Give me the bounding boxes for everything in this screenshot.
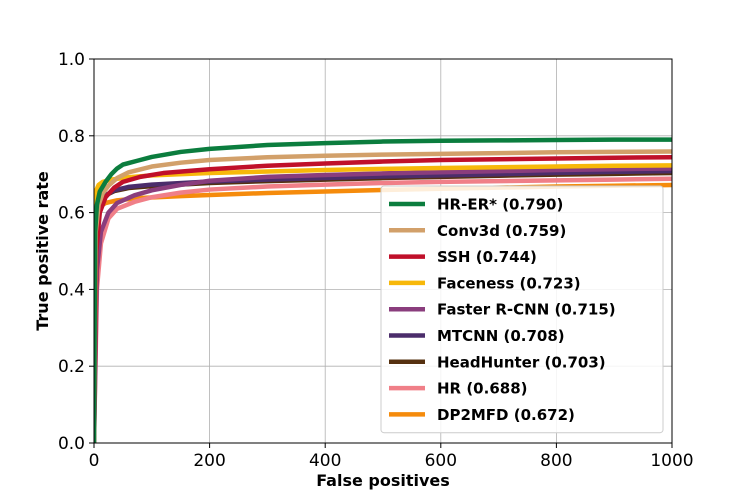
series-line-conv3d bbox=[94, 149, 672, 443]
legend-box bbox=[380, 185, 664, 434]
y-tick-label: 0.2 bbox=[58, 357, 85, 377]
y-tick-label: 0.6 bbox=[58, 204, 85, 224]
y-tick-label: 0.4 bbox=[58, 280, 85, 300]
legend-label: MTCNN (0.708) bbox=[437, 327, 565, 345]
y-tick-label: 0.8 bbox=[58, 127, 85, 147]
series-line-faceness bbox=[94, 163, 672, 443]
y-tick-label: 1.0 bbox=[58, 50, 85, 70]
series-line-ssh bbox=[94, 155, 672, 443]
legend: HR-ER* (0.790) Conv3d (0.759) SSH (0.744) F… bbox=[380, 185, 664, 434]
legend-label: Faster R-CNN (0.715) bbox=[437, 301, 616, 319]
legend-label: HeadHunter (0.703) bbox=[437, 353, 606, 371]
legend-label: HR (0.688) bbox=[437, 380, 527, 398]
legend-label: DP2MFD (0.672) bbox=[437, 406, 575, 424]
x-tick-label: 200 bbox=[193, 451, 225, 471]
axis-ticks: 0 200 400 600 800 1000 0.0 0.2 0.4 0.6 0.8 1.0 bbox=[58, 50, 694, 471]
y-tick-label: 0.0 bbox=[58, 434, 85, 454]
legend-label: HR-ER* (0.790) bbox=[437, 196, 563, 214]
x-tick-label: 0 bbox=[89, 451, 100, 471]
x-tick-label: 600 bbox=[425, 451, 457, 471]
series-line-faster bbox=[94, 166, 672, 443]
x-axis-label: False positives bbox=[316, 471, 450, 490]
legend-label: SSH (0.744) bbox=[437, 248, 537, 266]
legend-label: Conv3d (0.759) bbox=[437, 222, 566, 240]
x-tick-label: 800 bbox=[540, 451, 572, 471]
plot-frame bbox=[93, 58, 673, 444]
y-axis-label: True positive rate bbox=[33, 171, 52, 331]
x-tick-label: 1000 bbox=[650, 451, 693, 471]
series-line-hr-er bbox=[94, 137, 672, 443]
x-tick-label: 400 bbox=[309, 451, 341, 471]
legend-label: Faceness (0.723) bbox=[437, 274, 581, 292]
series-line-hr bbox=[94, 176, 672, 443]
